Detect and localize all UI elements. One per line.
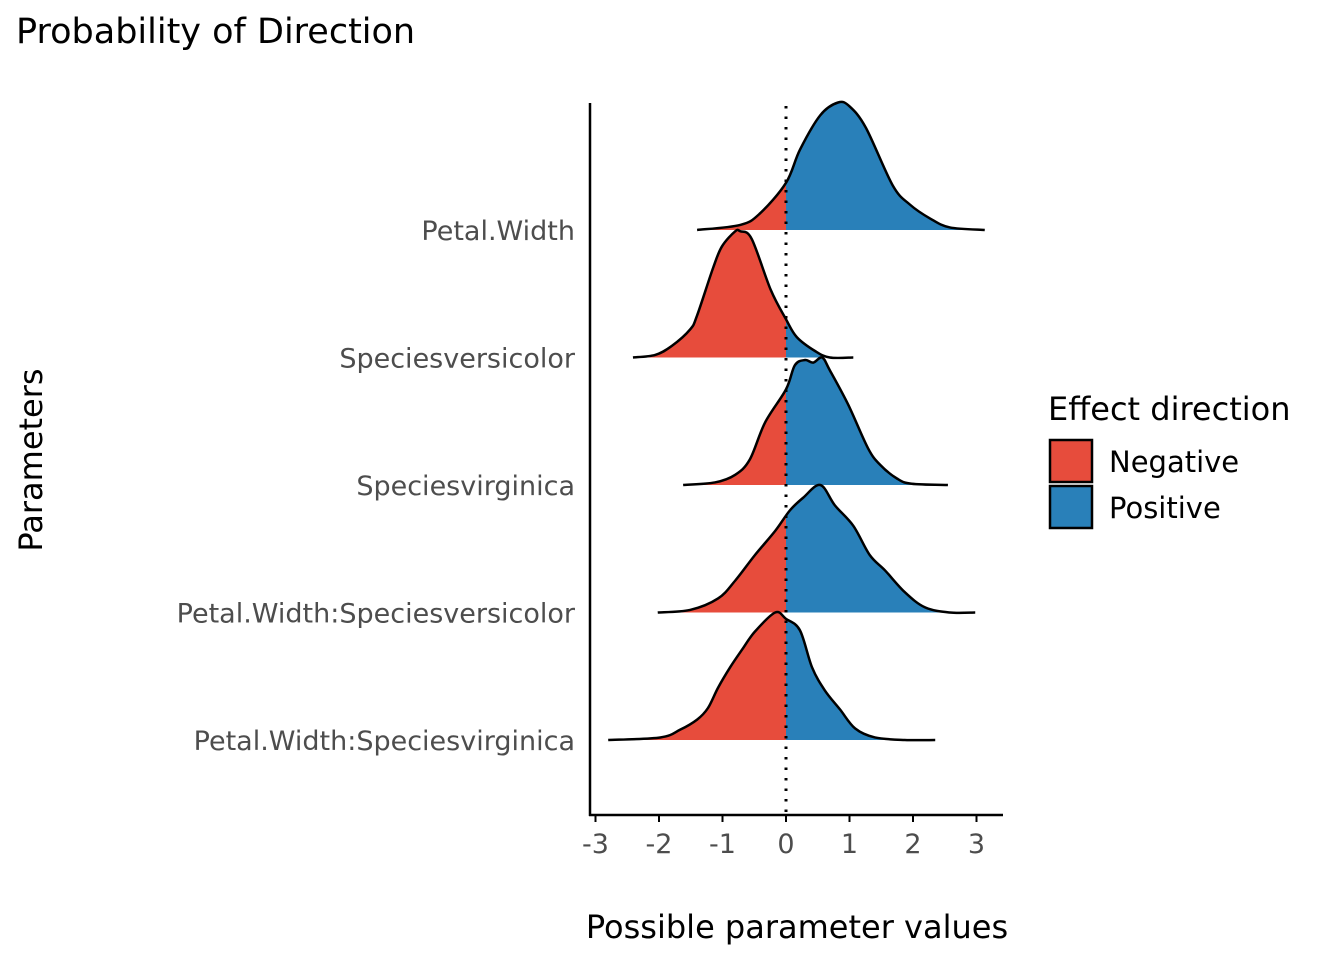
x-ticks: -3 -2 -1 0 1 2 3: [582, 815, 985, 860]
x-tick-label: -2: [646, 829, 673, 860]
y-tick-label: Petal.Width:Speciesvirginica: [194, 726, 575, 757]
ridge-outline: [632, 228, 854, 360]
legend-title: Effect direction: [1048, 390, 1291, 428]
y-tick-labels: Petal.Width Speciesversicolor Speciesvirgi…: [177, 216, 576, 757]
ridge-negative-area: [632, 229, 786, 358]
ridge-positive-area: [786, 484, 976, 613]
legend-key-positive: [1048, 484, 1094, 530]
ridge-positive-area: [786, 319, 854, 358]
ridge-petal-width-speciesversicolor: [657, 483, 976, 615]
x-axis-label: Possible parameter values: [586, 908, 1008, 946]
ridge-petal-width: [696, 100, 985, 232]
legend-label-positive: Positive: [1109, 491, 1221, 525]
ridge-negative-area: [697, 182, 786, 230]
ridge-speciesversicolor: [632, 228, 854, 360]
y-tick-label: Petal.Width:Speciesversicolor: [177, 599, 576, 630]
legend-key-negative: [1048, 438, 1094, 484]
x-tick-label: 2: [904, 829, 921, 860]
ridge-outline: [608, 610, 936, 742]
legend-label-negative: Negative: [1109, 445, 1239, 479]
x-tick-label: 0: [777, 829, 794, 860]
ridge-negative-area: [657, 515, 786, 613]
y-tick-label: Speciesversicolor: [339, 344, 576, 375]
ridge-petal-width-speciesvirginica: [608, 610, 936, 742]
ridge-outline: [683, 356, 948, 487]
ridge-outline: [696, 100, 985, 232]
ridges: [608, 100, 985, 742]
y-axis-label: Parameters: [12, 368, 50, 551]
x-tick-label: -3: [582, 829, 609, 860]
x-tick-label: 1: [841, 829, 858, 860]
ridge-negative-area: [683, 389, 786, 485]
ridge-speciesvirginica: [683, 356, 948, 487]
chart-title: Probability of Direction: [16, 12, 415, 52]
ridge-negative-area: [608, 612, 786, 740]
ridge-positive-area: [786, 101, 985, 230]
x-tick-label: -1: [709, 829, 736, 860]
y-tick-label: Petal.Width: [421, 216, 575, 247]
ridge-positive-area: [786, 357, 948, 485]
ridge-positive-area: [786, 618, 936, 741]
x-tick-label: 3: [968, 829, 985, 860]
legend: Effect direction Negative Positive: [1048, 390, 1291, 530]
y-tick-label: Speciesvirginica: [356, 471, 575, 502]
ridge-outline: [657, 483, 976, 615]
